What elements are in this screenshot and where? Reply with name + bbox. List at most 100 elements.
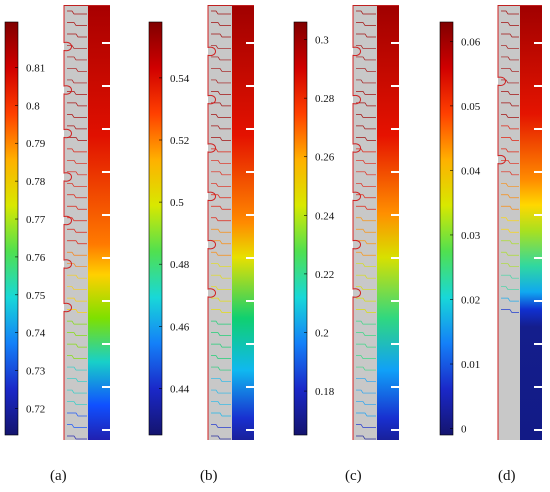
contour-line-a (67, 114, 87, 118)
contour-line-c (356, 251, 376, 256)
colorbar-a (4, 21, 19, 436)
field-strip-d (520, 5, 542, 440)
contour-line-a (67, 68, 87, 72)
panel-label-a: (a) (50, 468, 67, 484)
geometry-domain-d (498, 5, 520, 440)
contour-line-b (211, 205, 231, 210)
contour-line-a (67, 137, 87, 141)
contour-line-c (356, 263, 376, 268)
contour-line-c (356, 10, 376, 15)
panel-label-b: (b) (200, 468, 218, 484)
contour-line-a (67, 182, 87, 187)
colorbar-tick-label-b: 0.48 (170, 259, 190, 271)
contour-line-b (211, 10, 231, 15)
contour-line-c (356, 102, 376, 107)
contour-line-c (356, 343, 376, 348)
contour-line-a (67, 102, 87, 107)
colorbar-tick-label-d: 0 (461, 424, 467, 436)
contour-line-a (67, 309, 87, 313)
contour-line-a (67, 286, 87, 291)
contour-line-c (356, 412, 376, 417)
contour-line-b (211, 297, 231, 302)
contour-line-b (211, 309, 231, 313)
contour-line-c (356, 114, 376, 118)
contour-line-c (356, 389, 376, 394)
colorbar-tick-label-c: 0.28 (315, 93, 335, 105)
colorbar-tick-label-c: 0.22 (315, 269, 334, 281)
contour-line-c (356, 194, 376, 199)
contour-line-c (356, 56, 376, 61)
contour-line-a (67, 378, 87, 382)
contour-line-c (356, 274, 376, 279)
contour-line-b (211, 91, 231, 95)
colorbar-tick-label-c: 0.3 (315, 35, 329, 47)
contour-line-d (501, 286, 519, 291)
contour-line-b (211, 33, 231, 38)
contour-line-d (501, 217, 519, 222)
contour-line-d (501, 274, 519, 279)
contour-line-b (211, 194, 231, 199)
contour-line-c (356, 217, 376, 222)
contour-line-a (67, 251, 87, 256)
colorbar-tick-label-a: 0.81 (26, 62, 45, 74)
contour-line-c (356, 125, 376, 130)
contour-line-a (67, 435, 87, 440)
contour-line-b (211, 182, 231, 187)
contour-line-d (501, 79, 519, 84)
contour-line-d (501, 56, 519, 61)
contour-line-d (501, 263, 519, 268)
contour-line-a (67, 228, 87, 233)
colorbar-tick-label-b: 0.46 (170, 321, 190, 333)
contour-line-a (67, 355, 87, 359)
contour-line-a (67, 159, 87, 164)
contour-line-d (501, 91, 519, 95)
contour-line-b (211, 274, 231, 279)
contour-line-c (356, 297, 376, 302)
contour-line-d (501, 159, 519, 164)
contour-line-d (501, 228, 519, 233)
contour-line-c (356, 332, 376, 336)
contour-line-b (211, 412, 231, 417)
contour-line-c (356, 148, 376, 153)
contour-line-d (501, 45, 519, 49)
contour-line-b (211, 102, 231, 107)
contour-line-b (211, 343, 231, 348)
contour-line-b (211, 355, 231, 359)
contour-line-b (211, 68, 231, 72)
panel-a: 0.81 0.8 0.79 0.78 0.77 0.76 0.75 0.74 0.73 0.72 (4, 5, 110, 440)
contour-line-d (501, 240, 519, 245)
boundary-notches-b (207, 5, 216, 440)
colorbar-tick-label-b: 0.54 (170, 73, 190, 85)
contour-line-a (67, 424, 87, 428)
contour-line-c (356, 228, 376, 233)
contour-line-c (356, 240, 376, 245)
panel-c: 0.3 0.28 0.26 0.24 0.22 0.2 0.18 (293, 5, 399, 440)
contour-line-c (356, 424, 376, 428)
field-strip-c (377, 5, 399, 440)
contour-line-d (501, 194, 519, 199)
contour-line-b (211, 378, 231, 382)
colorbar-tick-label-b: 0.44 (170, 383, 190, 395)
colorbar-c (293, 21, 308, 436)
colorbar-tick-label-c: 0.24 (315, 210, 335, 222)
contour-line-a (67, 171, 87, 176)
colorbar-tick-label-a: 0.73 (26, 366, 46, 378)
panel-label-c: (c) (345, 468, 362, 484)
contour-line-b (211, 263, 231, 268)
field-strip-b (232, 5, 254, 440)
colorbar-tick-label-d: 0.01 (461, 359, 480, 371)
contour-line-d (501, 33, 519, 38)
contour-line-d (501, 125, 519, 130)
contour-line-a (67, 125, 87, 130)
panel-label-d: (d) (498, 468, 516, 484)
contour-line-d (501, 182, 519, 187)
contour-line-c (356, 182, 376, 187)
geometry-domain-a (64, 5, 88, 440)
contour-line-d (501, 309, 519, 313)
colorbar-tick-label-d: 0.04 (461, 165, 481, 177)
contour-line-b (211, 401, 231, 405)
contour-line-d (501, 102, 519, 107)
colorbar-tick-label-b: 0.52 (170, 135, 189, 147)
contour-line-c (356, 79, 376, 84)
boundary-notches-a (63, 5, 72, 440)
